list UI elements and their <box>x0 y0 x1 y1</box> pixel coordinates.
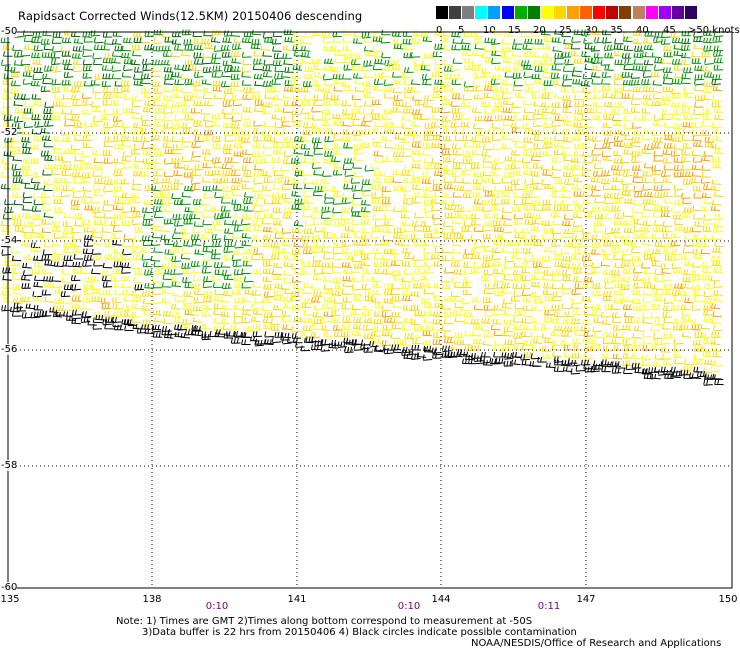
scale-swatch <box>593 6 606 19</box>
note-line-2: 3)Data buffer is 22 hrs from 20150406 4)… <box>142 627 577 638</box>
wind-barbs-layer <box>0 29 724 386</box>
longitude-label: 135 <box>0 594 20 605</box>
latitude-label: -52 <box>1 127 18 138</box>
latitude-label: -56 <box>1 344 18 355</box>
map-frame <box>7 31 733 589</box>
latitude-label: -58 <box>1 460 18 471</box>
scale-swatch <box>462 6 475 19</box>
graticule <box>8 32 732 588</box>
scale-label: 30 <box>585 25 598 36</box>
longitude-label: 138 <box>142 594 162 605</box>
scale-label: 15 <box>508 25 521 36</box>
pass-time-label: 0:11 <box>537 601 561 612</box>
scale-swatch <box>645 6 658 19</box>
note-line-1: Note: 1) Times are GMT 2)Times along bot… <box>116 616 533 627</box>
longitude-label: 141 <box>287 594 307 605</box>
scale-swatch <box>553 6 566 19</box>
scale-label: 20 <box>533 25 546 36</box>
scale-label: 5 <box>458 25 465 36</box>
scale-swatch <box>567 6 579 19</box>
pass-time-label: 0:10 <box>205 601 229 612</box>
scale-swatch <box>632 6 645 19</box>
scale-label: 25 <box>559 25 572 36</box>
scale-label: 0 <box>436 25 443 36</box>
scale-swatch <box>684 6 697 19</box>
longitude-label: 147 <box>576 594 596 605</box>
scale-swatch <box>436 6 448 19</box>
scale-label: 35 <box>610 25 623 36</box>
longitude-label: 150 <box>718 594 738 605</box>
scale-label: >50 knots <box>688 25 740 36</box>
scale-swatch <box>449 6 462 19</box>
scale-swatch <box>580 6 593 19</box>
scale-label: 10 <box>483 25 496 36</box>
scale-swatch <box>619 6 632 19</box>
scale-swatch <box>514 6 527 19</box>
attribution: NOAA/NESDIS/Office of Research and Appli… <box>471 638 722 649</box>
scale-label: 45 <box>663 25 676 36</box>
scale-label: 40 <box>636 25 649 36</box>
latitude-label: -54 <box>1 235 18 246</box>
scale-swatch <box>658 6 671 19</box>
map-title: Rapidsact Corrected Winds(12.5KM) 201504… <box>18 9 363 23</box>
scale-swatch <box>488 6 501 19</box>
scale-swatch <box>540 6 553 19</box>
scale-swatch <box>501 6 514 19</box>
latitude-label: -60 <box>1 582 18 593</box>
scale-swatch <box>671 6 684 19</box>
scale-swatch <box>475 6 488 19</box>
latitude-label: -50 <box>1 26 18 37</box>
pass-time-label: 0:10 <box>397 601 421 612</box>
scale-swatch <box>527 6 540 19</box>
scale-swatch <box>606 6 619 19</box>
longitude-label: 144 <box>431 594 451 605</box>
